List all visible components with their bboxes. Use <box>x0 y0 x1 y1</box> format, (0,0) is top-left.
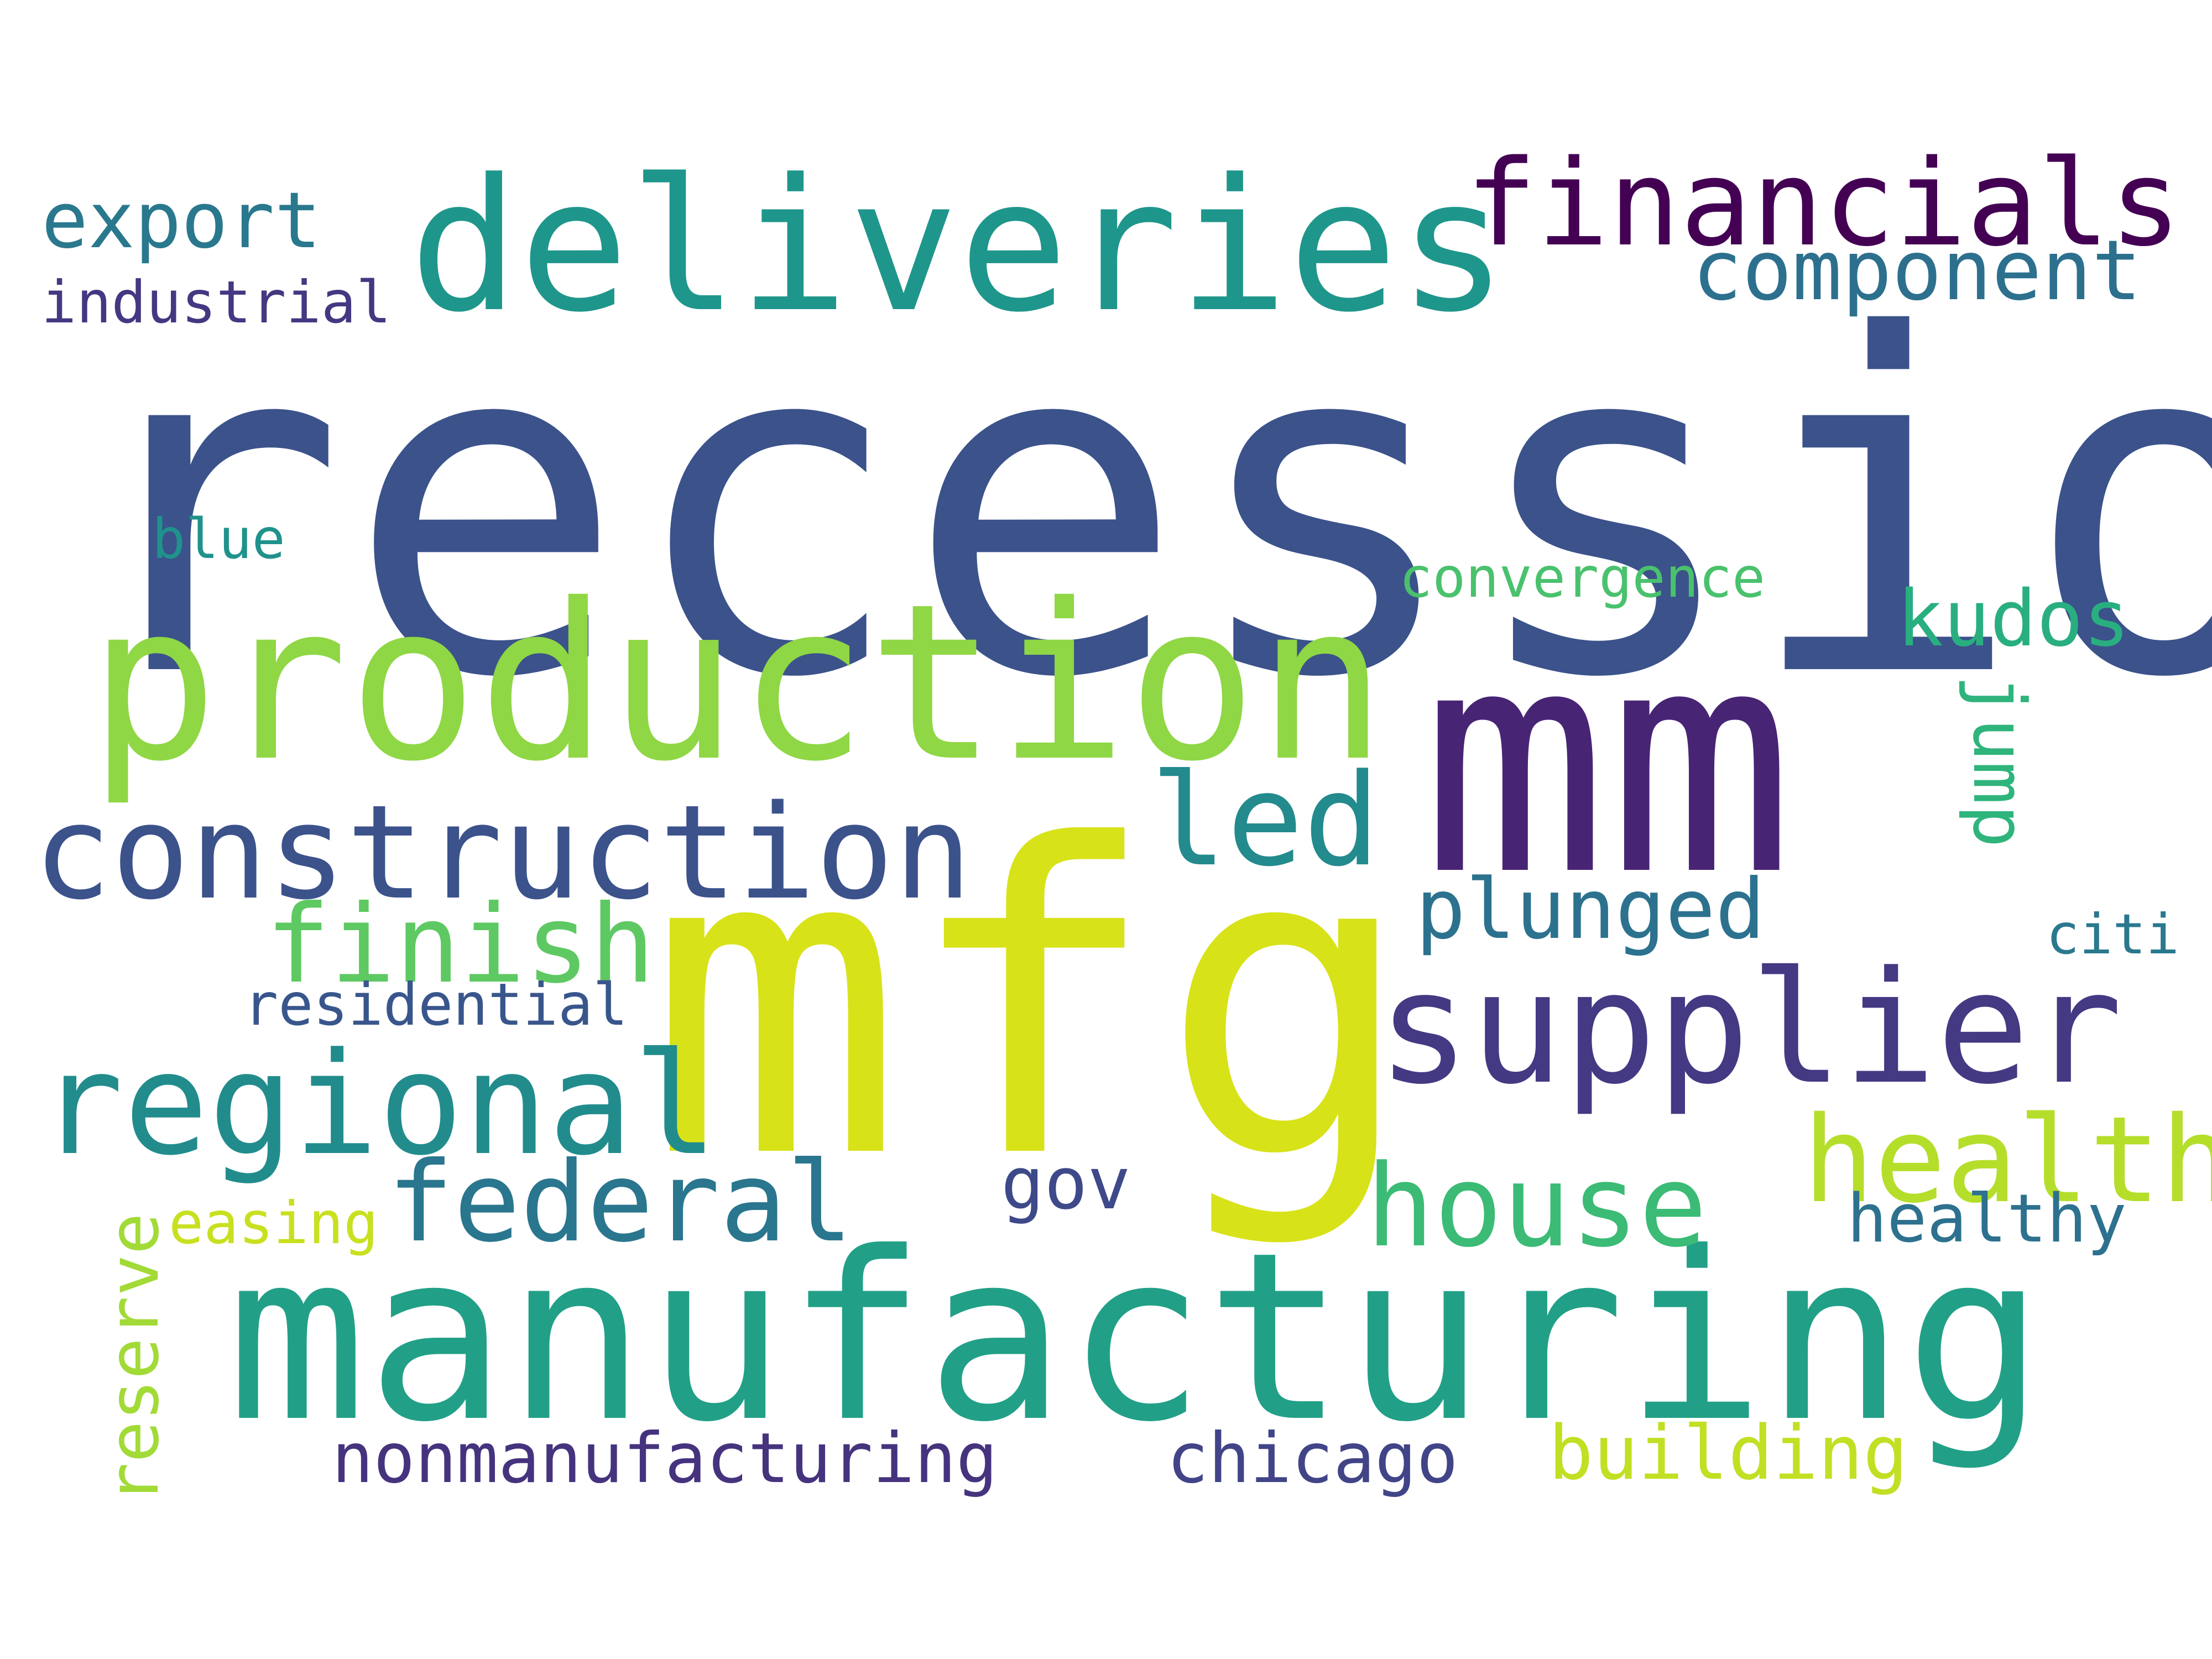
word-building: building <box>1548 1410 1908 1496</box>
word-healthy: healthy <box>1847 1181 2127 1258</box>
word-manufacturing: manufacturing <box>227 1203 2045 1473</box>
word-reserve: reserve <box>94 1213 174 1504</box>
word-blue: blue <box>152 507 285 571</box>
word-federal: federal <box>387 1138 853 1267</box>
word-industrial: industrial <box>41 269 392 336</box>
word-production: production <box>88 557 1387 808</box>
word-gov: gov <box>1001 1141 1131 1225</box>
word-finish: finish <box>265 881 655 1007</box>
word-supplier: supplier <box>1377 938 2123 1119</box>
word-regional: regional <box>39 1022 718 1187</box>
word-led: led <box>1150 747 1380 895</box>
word-deliveries: deliveries <box>409 140 1508 352</box>
word-mm: mm <box>1421 583 1794 943</box>
word-financials: financials <box>1465 134 2182 273</box>
word-jump: jump <box>1957 675 2041 848</box>
word-kudos: kudos <box>1897 574 2130 664</box>
word-recession: recession <box>66 238 2212 779</box>
word-easing: easing <box>169 1190 379 1257</box>
word-convergence: convergence <box>1399 545 1766 610</box>
word-house: house <box>1366 1141 1708 1272</box>
word-residential: residential <box>243 971 628 1039</box>
word-chicago: chicago <box>1167 1418 1458 1499</box>
word-health: health <box>1803 1091 2212 1229</box>
word-mfg: mfg <box>647 755 1416 1251</box>
word-construction: construction <box>33 778 972 928</box>
word-nonmanufacturing: nonmanufacturing <box>332 1418 998 1499</box>
word-plunged: plunged <box>1416 862 1766 958</box>
word-citi: citi <box>2046 902 2179 967</box>
word-component: component <box>1692 223 2142 319</box>
word-export: export <box>41 176 321 266</box>
